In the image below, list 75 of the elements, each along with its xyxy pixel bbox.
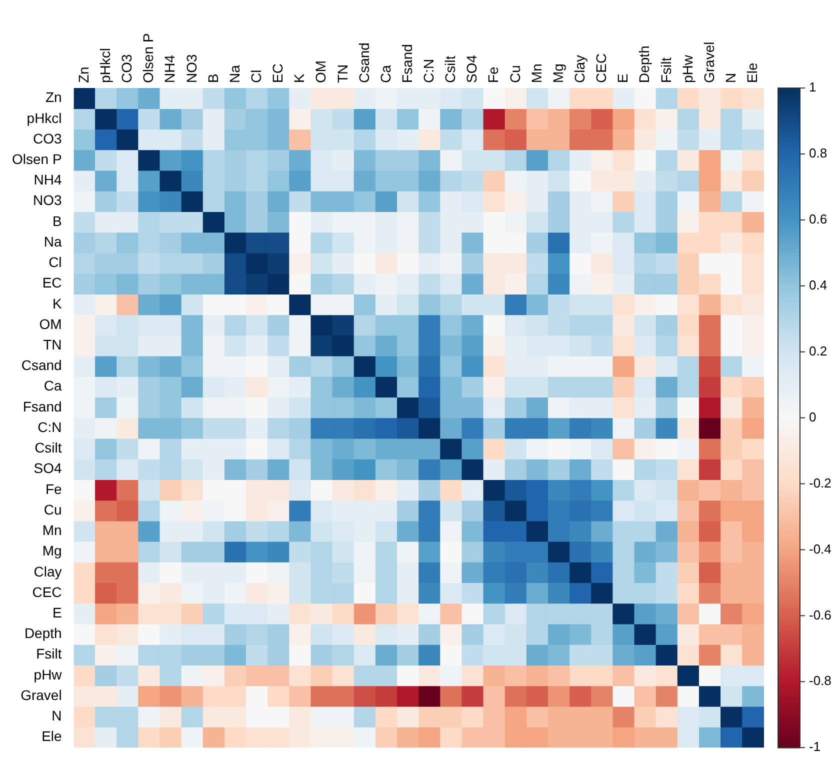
- x-tick-label: CEC: [593, 53, 610, 83]
- y-tick-label: CO3: [33, 130, 62, 146]
- y-tick-label: Ca: [44, 378, 62, 394]
- x-tick-label: Ele: [744, 62, 760, 83]
- y-tick-label: Cu: [44, 501, 62, 518]
- y-tick-label: Fsilt: [36, 646, 62, 662]
- x-tick-label: NH4: [162, 54, 178, 83]
- x-tick-label: Fsilt: [658, 57, 674, 83]
- color-bar-label: 1: [809, 80, 816, 95]
- y-tick-label: Cl: [48, 254, 62, 270]
- y-tick-label: Csand: [21, 357, 62, 374]
- x-tick-label: EC: [270, 64, 286, 83]
- color-bar-label: 0.4: [809, 277, 828, 292]
- y-tick-label: pHw: [34, 666, 63, 682]
- x-tick-label: N: [722, 72, 739, 83]
- x-tick-label: Csand: [356, 42, 372, 83]
- x-tick-label: NO3: [183, 54, 200, 83]
- x-tick-label: Mn: [528, 64, 544, 83]
- y-tick-label: NO3: [33, 192, 62, 208]
- x-tick-label: Gravel: [700, 42, 717, 83]
- x-tick-label: E: [614, 74, 631, 83]
- x-tick-label: Na: [226, 64, 242, 83]
- y-tick-label: N: [52, 708, 62, 724]
- y-tick-label: Clay: [34, 563, 62, 580]
- color-bar-label: 0.8: [809, 146, 828, 161]
- y-tick-label: Mg: [42, 542, 62, 559]
- x-tick-label: Clay: [572, 54, 588, 83]
- x-tick-label: Cl: [248, 70, 264, 83]
- x-tick-label: SO4: [464, 54, 480, 83]
- y-tick-label: EC: [42, 274, 62, 291]
- x-tick-label: CO3: [118, 54, 135, 83]
- x-tick-label: TN: [334, 64, 350, 83]
- y-tick-label: C:N: [38, 418, 62, 435]
- color-bar-label: -1: [809, 739, 821, 754]
- y-tick-label: Csilt: [34, 440, 62, 456]
- x-tick-label: pHw: [679, 54, 696, 83]
- x-tick-label: pHkcl: [97, 48, 114, 83]
- y-tick-label: Na: [44, 233, 62, 250]
- y-tick-label: pHkcl: [26, 110, 62, 126]
- x-tick-label: K: [291, 73, 308, 83]
- x-tick-label: Mg: [550, 64, 566, 83]
- color-bar-label: -0.6: [809, 607, 832, 622]
- y-tick-label: Gravel: [20, 686, 62, 703]
- y-tick-label: E: [52, 604, 62, 620]
- x-tick-label: OM: [312, 60, 329, 83]
- y-tick-label: Olsen P: [12, 151, 62, 168]
- y-tick-label: Ele: [42, 728, 62, 744]
- x-tick-label: Fe: [485, 66, 502, 83]
- y-tick-label: OM: [39, 316, 62, 332]
- x-tick-label: Zn: [75, 66, 92, 83]
- y-tick-label: TN: [43, 336, 62, 353]
- x-tick-label: Cu: [506, 65, 523, 83]
- y-tick-label: Mn: [42, 522, 62, 538]
- color-bar-label: 0.6: [809, 212, 828, 226]
- y-tick-label: NH4: [34, 172, 62, 188]
- color-bar-label: 0: [809, 409, 816, 424]
- y-tick-label: K: [52, 295, 62, 312]
- x-tick-label: Olsen P: [140, 33, 156, 83]
- x-tick-label: Depth: [636, 46, 652, 83]
- x-tick-label: Ca: [377, 64, 394, 83]
- y-tick-label: B: [52, 212, 62, 229]
- x-tick-label: Csilt: [442, 56, 458, 83]
- color-bar-label: -0.2: [809, 475, 832, 490]
- color-bar-label: -0.4: [809, 541, 832, 556]
- color-bar-label: 0.2: [809, 343, 828, 358]
- y-tick-label: Fe: [45, 480, 62, 497]
- y-tick-label: SO4: [34, 460, 62, 476]
- y-tick-label: Fsand: [22, 398, 62, 414]
- x-tick-label: B: [204, 74, 221, 83]
- y-tick-label: CEC: [32, 584, 62, 600]
- x-tick-label: Fsand: [398, 44, 415, 83]
- y-tick-label: Depth: [24, 625, 62, 642]
- color-bar-label: -0.8: [809, 673, 832, 688]
- y-tick-label: Zn: [45, 89, 62, 106]
- x-tick-label: C:N: [420, 58, 437, 83]
